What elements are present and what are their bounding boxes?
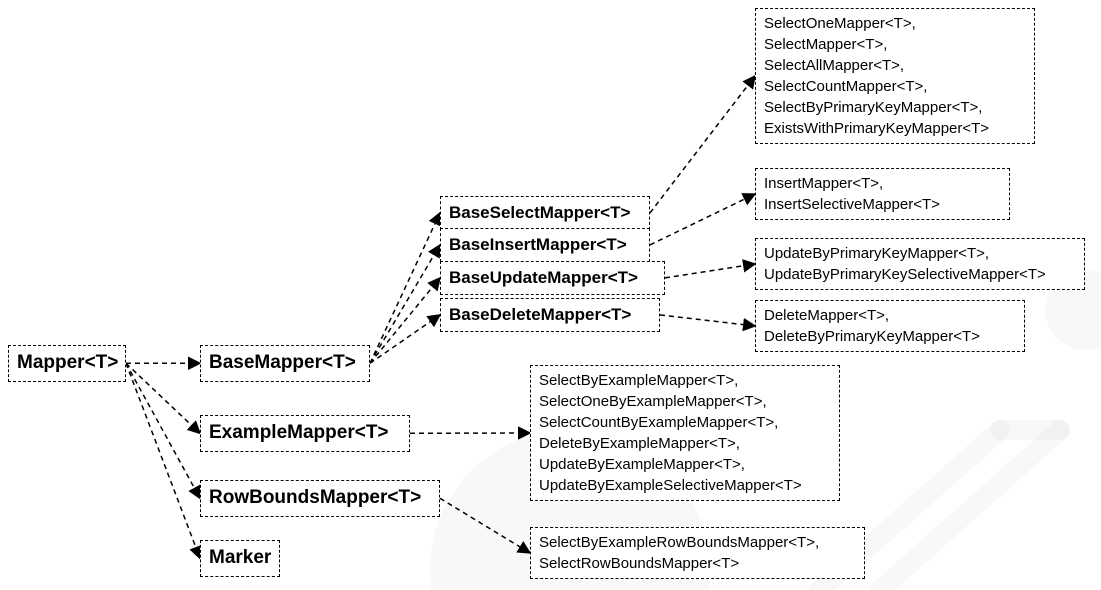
- node-exampleGroup: SelectByExampleMapper<T>, SelectOneByExa…: [530, 365, 840, 501]
- node-mapper: Mapper<T>: [8, 345, 126, 382]
- edge-rowbounds-rowboundsGroup: [440, 498, 530, 553]
- node-baseDelete: BaseDeleteMapper<T>: [440, 298, 660, 332]
- node-deleteGroup: DeleteMapper<T>, DeleteByPrimaryKeyMappe…: [755, 300, 1025, 352]
- node-example: ExampleMapper<T>: [200, 415, 410, 452]
- edge-baseDelete-deleteGroup: [660, 315, 755, 326]
- edge-baseInsert-insertGroup: [650, 194, 755, 245]
- edge-baseSelect-selectGroup: [650, 76, 755, 213]
- edge-base-baseDelete: [370, 315, 440, 363]
- node-updateGroup: UpdateByPrimaryKeyMapper<T>, UpdateByPri…: [755, 238, 1085, 290]
- node-baseInsert: BaseInsertMapper<T>: [440, 228, 650, 262]
- edge-mapper-rowbounds: [126, 363, 200, 498]
- edge-base-baseUpdate: [370, 278, 440, 363]
- edge-baseUpdate-updateGroup: [665, 264, 755, 278]
- edge-mapper-marker: [126, 363, 200, 558]
- node-baseSelect: BaseSelectMapper<T>: [440, 196, 650, 230]
- node-baseUpdate: BaseUpdateMapper<T>: [440, 261, 665, 295]
- node-rowboundsGroup: SelectByExampleRowBoundsMapper<T>, Selec…: [530, 527, 865, 579]
- node-selectGroup: SelectOneMapper<T>, SelectMapper<T>, Sel…: [755, 8, 1035, 144]
- edge-base-baseSelect: [370, 213, 440, 363]
- edge-base-baseInsert: [370, 245, 440, 363]
- watermark-shape: [880, 430, 1060, 590]
- node-marker: Marker: [200, 540, 280, 577]
- edge-mapper-example: [126, 363, 200, 433]
- node-rowbounds: RowBoundsMapper<T>: [200, 480, 440, 517]
- node-base: BaseMapper<T>: [200, 345, 370, 382]
- node-insertGroup: InsertMapper<T>, InsertSelectiveMapper<T…: [755, 168, 1010, 220]
